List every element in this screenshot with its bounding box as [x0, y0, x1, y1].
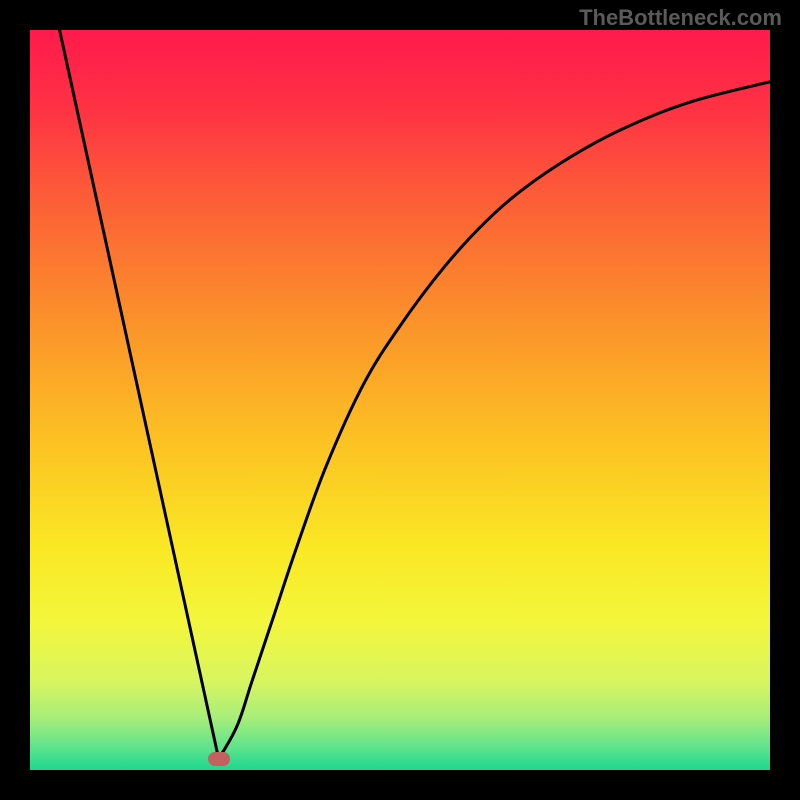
optimal-marker: [208, 752, 230, 766]
plot-area: [30, 30, 770, 770]
bottleneck-curve: [30, 30, 770, 770]
watermark-text: TheBottleneck.com: [579, 5, 782, 31]
